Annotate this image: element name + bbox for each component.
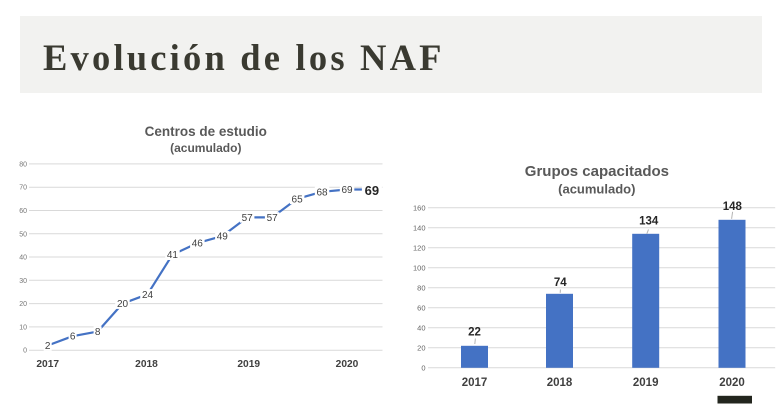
- svg-text:2020: 2020: [336, 359, 359, 370]
- svg-text:100: 100: [413, 264, 426, 273]
- svg-text:22: 22: [468, 327, 481, 339]
- svg-text:57: 57: [242, 213, 254, 224]
- svg-text:8: 8: [95, 327, 101, 338]
- svg-text:40: 40: [19, 255, 27, 262]
- svg-text:Grupos capacitados: Grupos capacitados: [525, 163, 669, 180]
- svg-text:2017: 2017: [462, 377, 488, 389]
- svg-text:50: 50: [19, 231, 27, 238]
- svg-text:20: 20: [117, 299, 129, 310]
- svg-text:2019: 2019: [633, 377, 659, 389]
- svg-text:69: 69: [341, 185, 353, 196]
- svg-text:46: 46: [192, 239, 204, 250]
- svg-text:2019: 2019: [237, 359, 260, 370]
- svg-text:134: 134: [639, 216, 659, 228]
- svg-text:10: 10: [19, 324, 27, 331]
- svg-text:2018: 2018: [547, 377, 573, 389]
- svg-text:40: 40: [417, 324, 425, 333]
- svg-text:69: 69: [365, 183, 379, 198]
- svg-text:41: 41: [167, 250, 179, 261]
- svg-text:24: 24: [142, 290, 154, 301]
- svg-text:2: 2: [45, 341, 51, 352]
- svg-text:65: 65: [292, 194, 304, 205]
- svg-text:2018: 2018: [135, 359, 158, 370]
- svg-text:Centros de estudio: Centros de estudio: [145, 124, 267, 139]
- svg-text:(acumulado): (acumulado): [170, 141, 241, 155]
- svg-text:0: 0: [421, 364, 425, 373]
- svg-text:2017: 2017: [36, 359, 59, 370]
- svg-text:80: 80: [417, 284, 425, 293]
- svg-text:140: 140: [413, 224, 426, 233]
- svg-text:30: 30: [19, 278, 27, 285]
- svg-text:20: 20: [19, 301, 27, 308]
- svg-text:70: 70: [19, 185, 27, 192]
- svg-text:120: 120: [413, 244, 426, 253]
- svg-text:49: 49: [217, 232, 229, 243]
- svg-text:60: 60: [19, 208, 27, 215]
- svg-text:60: 60: [417, 304, 425, 313]
- svg-text:20: 20: [417, 344, 425, 353]
- svg-text:2020: 2020: [719, 377, 745, 389]
- svg-text:(acumulado): (acumulado): [558, 182, 635, 197]
- svg-text:160: 160: [413, 204, 426, 213]
- svg-text:6: 6: [70, 332, 76, 343]
- svg-text:80: 80: [19, 161, 27, 168]
- svg-text:148: 148: [723, 201, 743, 213]
- svg-text:74: 74: [554, 277, 567, 289]
- svg-text:68: 68: [316, 187, 328, 198]
- svg-text:57: 57: [267, 213, 279, 224]
- svg-text:0: 0: [23, 348, 27, 355]
